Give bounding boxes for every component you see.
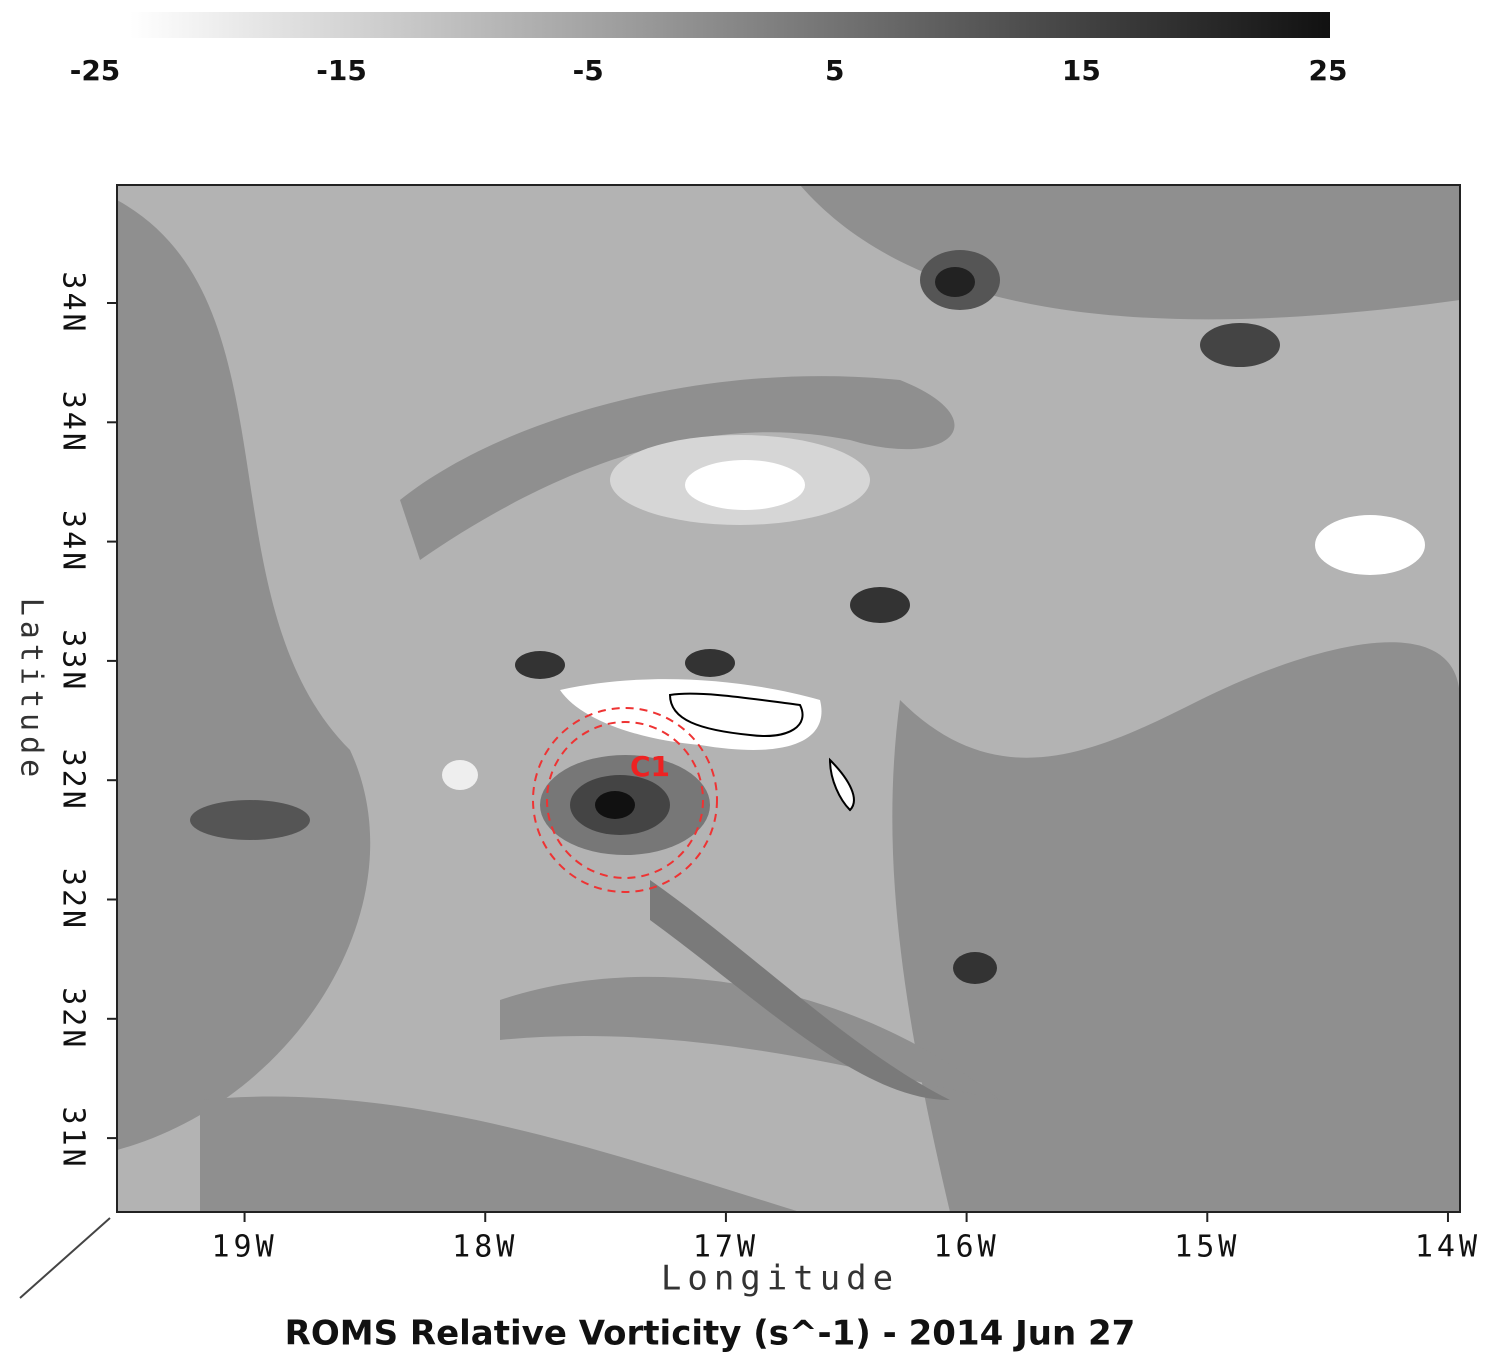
y-tick-label: 33N <box>56 629 91 692</box>
x-tick-label: 15W <box>1174 1230 1240 1265</box>
x-tick-label: 18W <box>452 1230 518 1265</box>
x-tick-label: 14W <box>1415 1230 1481 1265</box>
axis-line <box>19 1217 111 1299</box>
y-axis-label: Latitude <box>14 598 49 783</box>
y-tick-label: 32N <box>56 868 91 931</box>
y-tick-label: 34N <box>56 391 91 454</box>
eddy-outline <box>546 721 704 879</box>
x-tick-label: 17W <box>693 1230 759 1265</box>
colorbar-tick-label: 5 <box>825 54 844 87</box>
colorbar-tick-label: -15 <box>316 54 367 87</box>
y-tick-label: 31N <box>56 1107 91 1170</box>
y-tick-label: 32N <box>56 987 91 1050</box>
colorbar <box>130 12 1330 38</box>
y-tick-label: 34N <box>56 510 91 573</box>
y-tick-label: 34N <box>56 271 91 334</box>
x-tick-label: 16W <box>934 1230 1000 1265</box>
annotation: C1 <box>630 750 670 783</box>
plot-frame <box>116 184 1461 1213</box>
eddy-outline <box>532 707 718 893</box>
vorticity-field <box>117 185 1460 1212</box>
colorbar-tick-label: -5 <box>573 54 604 87</box>
y-tick-label: 32N <box>56 749 91 812</box>
x-axis-label: Longitude <box>661 1259 899 1299</box>
x-tick-label: 19W <box>211 1230 277 1265</box>
chart-title: ROMS Relative Vorticity (s^-1) - 2014 Ju… <box>285 1314 1136 1354</box>
colorbar-tick-label: 15 <box>1062 54 1101 87</box>
colorbar-tick-label: 25 <box>1309 54 1348 87</box>
colorbar-tick-label: -25 <box>70 54 121 87</box>
